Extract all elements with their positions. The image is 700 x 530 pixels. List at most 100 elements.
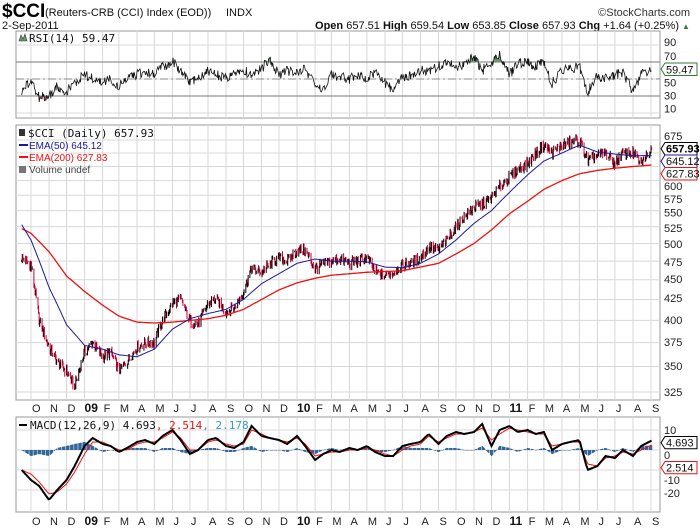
x-tick-label: J [616,403,622,415]
macd-histogram-bar [431,449,433,450]
macd-histogram-bar [145,448,147,450]
macd-histogram-bar [320,450,323,451]
macd-histogram-bar [394,449,396,450]
macd-histogram-bar [76,443,78,450]
macd-histogram-bar [53,450,55,451]
rsi-value: 59.47 [666,65,694,77]
x-tick-label: A [563,516,571,528]
x-tick-label: D [492,403,500,415]
legend-macd: MACD(12,26,9) 4.693 [30,419,156,432]
price-y-label: 550 [664,208,682,220]
macd-histogram-bar [484,448,486,450]
macd-histogram-bar [276,450,278,451]
x-tick-label: A [350,403,358,415]
axes: OONNDD0909FFMMAAMMJJJJAASSOONNDD1010FFMM… [32,401,659,528]
macd-histogram-bar [113,450,115,451]
macd-histogram-bar [153,450,156,452]
ohlc-readout: Open 657.51 High 659.54 Low 653.85 Close… [315,20,679,32]
x-tick-label: A [138,403,146,415]
x-tick-label: J [173,516,179,528]
x-tick-label: O [457,403,466,415]
macd-histogram-bar [541,448,543,450]
rsi-legend-icon [18,33,28,42]
x-tick-label: J [386,516,392,528]
x-tick-label: D [68,403,76,415]
price-legend: $CCI (Daily) 657.93 EMA(50) 645.12 EMA(2… [19,127,154,176]
legend-volume: Volume undef [29,165,90,176]
x-tick-label: O [244,403,253,415]
x-tick-label: D [68,516,76,528]
x-tick-label: O [32,403,41,415]
rsi-line [21,51,652,103]
x-tick-label: M [332,403,341,415]
x-tick-label: A [138,516,146,528]
price-y-label: 500 [664,239,682,251]
x-tick-label: F [316,516,323,528]
macd-histogram-bar [361,449,363,450]
macd-panel [15,416,661,513]
low-value: 653.85 [472,20,506,32]
macd-histogram-bar [23,450,25,452]
x-tick-label: J [598,516,604,528]
macd-histogram-bar [312,450,315,454]
price-y-label: 450 [664,274,682,286]
macd-histogram-bar [508,447,510,450]
rsi-y-label: 70 [664,51,676,63]
macd-histogram-bar [316,450,319,453]
x-tick-label: O [457,516,466,528]
x-tick-label: A [421,516,429,528]
macd-histogram-bar [64,446,66,450]
macd-histogram-bar [157,450,160,451]
macd-histogram-bar [500,446,502,450]
x-tick-label: M [368,516,377,528]
macd-histogram-bar [202,448,205,450]
x-tick-label: N [263,403,271,415]
macd-histogram-bar [577,448,579,450]
x-tick-label: 10 [297,401,311,415]
x-tick-label: M [545,403,554,415]
macd-legend: MACD(12,26,9) 4.693, 2.514, 2.178 [30,419,249,432]
macd-histogram-bar [174,449,176,450]
ema50-box [660,154,698,168]
x-tick-label: F [316,403,323,415]
macd-histogram-bar [162,448,164,450]
macd-histogram-bar [35,450,37,455]
signal-box [660,461,698,475]
close-value: 657.93 [542,20,576,32]
x-tick-label: A [350,516,358,528]
x-tick-label: 11 [510,514,523,528]
macd-histogram-bar [243,447,245,450]
macd-histogram-bar [92,446,94,450]
x-tick-label: 09 [85,514,99,528]
macd-histogram-bar [589,450,592,455]
high-label: High [383,20,408,32]
x-tick-label: S [652,403,659,415]
macd-histogram-bar [190,450,192,454]
x-tick-label: N [50,516,58,528]
macd-histogram-bar [614,450,616,452]
macd-histogram-bar [443,449,445,450]
macd-histogram-bar [528,448,531,450]
stockcharts-logo[interactable]: ©StockCharts.com [598,7,690,19]
instrument-name: (Reuters-CRB (CCI) Index (EOD)) [45,7,211,19]
macd-histogram-bar [288,450,290,452]
close-value-box: 657.93 [666,144,700,156]
macd-histogram-bar [182,450,184,453]
macd-histogram-bar [137,448,139,450]
x-tick-label: M [545,516,554,528]
x-tick-label: F [104,516,111,528]
macd-histogram-bar [565,450,567,451]
x-tick-label: M [155,403,164,415]
macd-histogram-bar [296,448,298,450]
x-tick-label: M [580,516,589,528]
macd-histogram-bar [402,446,404,450]
x-tick-label: M [332,516,341,528]
rsi-y-label: 10 [664,104,676,116]
macd-histogram-bar [414,448,416,450]
macd-histogram-bar [606,448,608,450]
macd-histogram-bar [585,450,588,455]
price-y-label: 400 [664,315,682,327]
macd-histogram-bar [206,448,209,450]
macd-histogram-bar [31,450,33,456]
macd-histogram-bar [651,445,653,450]
